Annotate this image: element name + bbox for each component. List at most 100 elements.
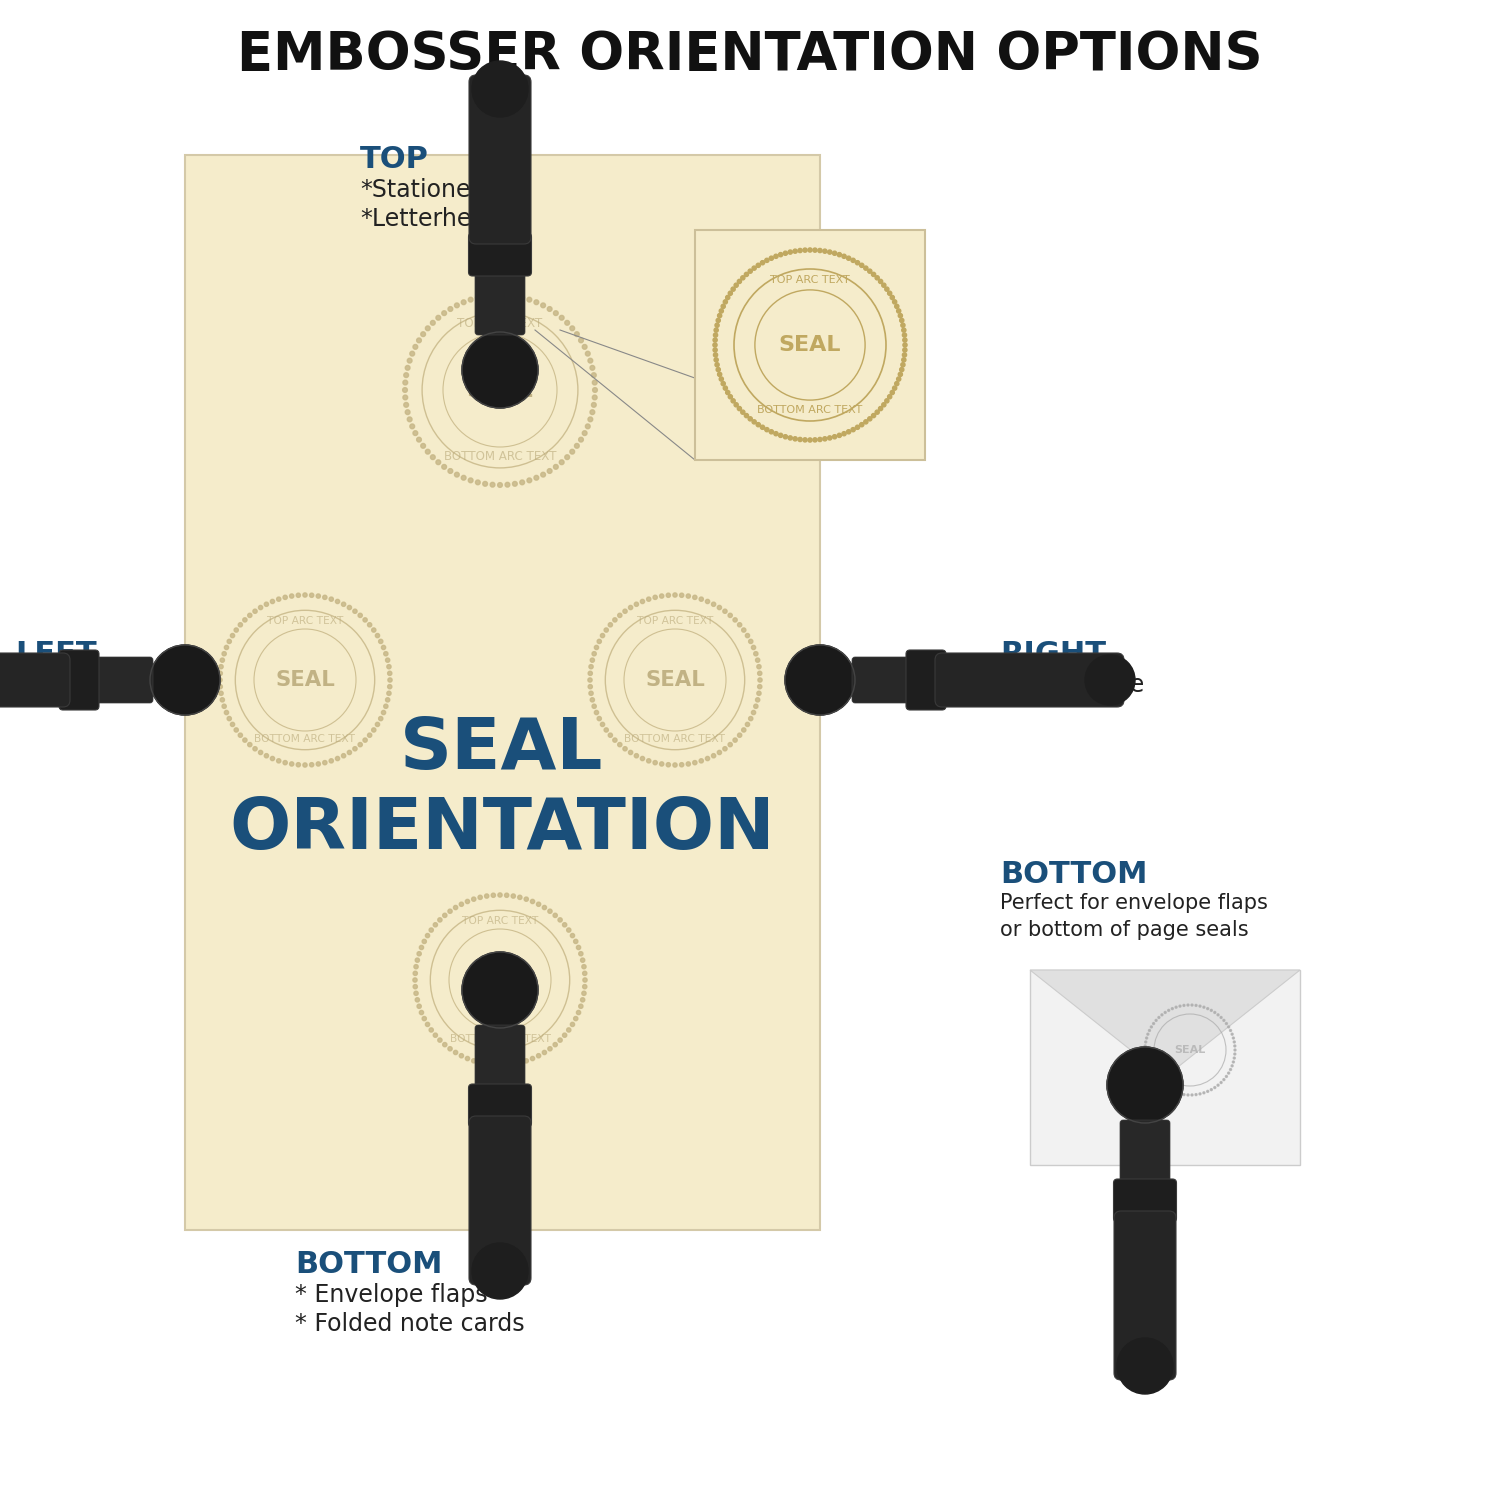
- Circle shape: [518, 1060, 522, 1065]
- Circle shape: [837, 252, 842, 257]
- Circle shape: [1158, 1017, 1160, 1019]
- Circle shape: [1220, 1082, 1222, 1083]
- FancyBboxPatch shape: [58, 650, 99, 710]
- Circle shape: [756, 262, 760, 267]
- Circle shape: [413, 984, 417, 988]
- Circle shape: [594, 645, 598, 650]
- Circle shape: [1150, 1026, 1152, 1028]
- Circle shape: [459, 1053, 464, 1058]
- Circle shape: [414, 992, 419, 996]
- Circle shape: [582, 970, 586, 975]
- Circle shape: [640, 600, 645, 603]
- Circle shape: [542, 472, 546, 477]
- Circle shape: [714, 352, 717, 357]
- Circle shape: [381, 645, 386, 650]
- Circle shape: [1172, 1090, 1173, 1092]
- Circle shape: [454, 303, 459, 307]
- Text: * Folded note cards: * Folded note cards: [296, 1312, 525, 1336]
- Circle shape: [579, 1004, 584, 1008]
- Circle shape: [1161, 1084, 1162, 1086]
- Circle shape: [375, 723, 380, 726]
- Circle shape: [758, 684, 762, 688]
- Circle shape: [520, 296, 525, 300]
- Circle shape: [554, 310, 558, 315]
- Circle shape: [1198, 1094, 1202, 1095]
- Circle shape: [712, 344, 717, 346]
- FancyBboxPatch shape: [906, 650, 946, 710]
- Circle shape: [622, 609, 627, 613]
- Circle shape: [426, 450, 430, 454]
- Circle shape: [417, 438, 422, 442]
- Circle shape: [894, 381, 898, 386]
- Circle shape: [386, 698, 390, 702]
- Circle shape: [788, 251, 792, 254]
- Circle shape: [483, 482, 488, 486]
- Circle shape: [410, 351, 414, 355]
- Circle shape: [217, 670, 222, 675]
- Circle shape: [1167, 1089, 1170, 1090]
- Circle shape: [413, 970, 417, 975]
- Circle shape: [1161, 1014, 1162, 1016]
- Circle shape: [472, 1244, 528, 1299]
- Circle shape: [558, 1038, 562, 1042]
- Circle shape: [660, 762, 664, 766]
- Circle shape: [573, 1017, 578, 1020]
- Circle shape: [471, 897, 476, 902]
- Circle shape: [716, 363, 718, 368]
- Circle shape: [584, 978, 586, 982]
- Circle shape: [405, 410, 410, 414]
- Circle shape: [1167, 1010, 1170, 1011]
- Circle shape: [828, 436, 833, 439]
- Text: SEAL: SEAL: [645, 670, 705, 690]
- Circle shape: [1184, 1094, 1185, 1095]
- Circle shape: [436, 315, 441, 320]
- Circle shape: [576, 945, 580, 950]
- Circle shape: [614, 738, 616, 742]
- Circle shape: [1234, 1046, 1236, 1047]
- Circle shape: [430, 321, 435, 326]
- Circle shape: [734, 284, 738, 288]
- Circle shape: [1222, 1020, 1226, 1022]
- Circle shape: [358, 614, 363, 618]
- Circle shape: [296, 762, 300, 766]
- Circle shape: [472, 62, 528, 117]
- Circle shape: [448, 468, 453, 474]
- Circle shape: [903, 338, 908, 342]
- Circle shape: [722, 381, 726, 386]
- Circle shape: [734, 618, 736, 622]
- Circle shape: [879, 279, 882, 284]
- Circle shape: [646, 759, 651, 764]
- Circle shape: [778, 252, 783, 257]
- FancyBboxPatch shape: [1113, 1179, 1176, 1222]
- Circle shape: [592, 704, 597, 708]
- Circle shape: [225, 645, 228, 650]
- Circle shape: [1152, 1076, 1155, 1077]
- Circle shape: [592, 387, 597, 393]
- Circle shape: [426, 1023, 429, 1026]
- Text: *Not Common: *Not Common: [15, 674, 182, 698]
- Circle shape: [490, 483, 495, 488]
- Circle shape: [562, 922, 567, 927]
- Circle shape: [309, 762, 314, 766]
- Text: *Stationery: *Stationery: [360, 178, 495, 203]
- Circle shape: [717, 314, 722, 318]
- Circle shape: [680, 592, 684, 597]
- Circle shape: [284, 760, 288, 765]
- Circle shape: [738, 734, 742, 738]
- Circle shape: [892, 386, 897, 390]
- Circle shape: [416, 958, 420, 963]
- Circle shape: [693, 596, 698, 600]
- Circle shape: [753, 651, 758, 656]
- Circle shape: [752, 711, 756, 714]
- Circle shape: [238, 734, 243, 738]
- Circle shape: [813, 438, 818, 442]
- Circle shape: [903, 348, 908, 352]
- Circle shape: [579, 438, 584, 442]
- Circle shape: [718, 376, 723, 381]
- Circle shape: [567, 928, 572, 932]
- Circle shape: [490, 1062, 495, 1066]
- Circle shape: [384, 651, 388, 656]
- Circle shape: [1107, 1047, 1184, 1124]
- Circle shape: [760, 261, 765, 266]
- Circle shape: [566, 454, 570, 459]
